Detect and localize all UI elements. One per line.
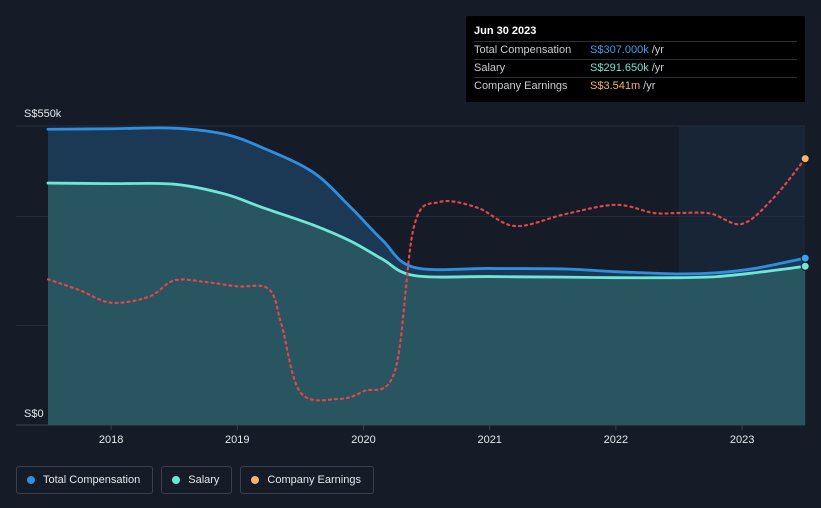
series-lines (46, 126, 807, 402)
x-tick-label: 2021 (477, 434, 501, 446)
legend-dot-icon (27, 476, 35, 484)
tooltip-panel: Jun 30 2023 Total Compensation S$307.000… (466, 16, 805, 102)
x-tick-label: 2020 (351, 434, 375, 446)
tooltip-row-value: S$307.000k (590, 44, 649, 56)
endpoint-company-earnings (800, 154, 810, 164)
tooltip-row-company-earnings: Company Earnings S$3.541m /yr (474, 77, 797, 95)
y-tick-label-max: S$550k (24, 108, 62, 120)
legend-item-company-earnings[interactable]: Company Earnings (240, 466, 374, 494)
x-tick-label: 2019 (225, 434, 249, 446)
tooltip-row-label: Total Compensation (474, 44, 572, 56)
tooltip-row-unit: /yr (651, 44, 664, 56)
tooltip-row-total-compensation: Total Compensation S$307.000k /yr (474, 41, 797, 59)
legend-dot-icon (172, 476, 181, 484)
tooltip-row-label: Salary (474, 62, 506, 74)
legend-label: Total Compensation (43, 474, 141, 486)
tooltip-row-unit: /yr (643, 80, 656, 92)
tooltip-row-value: S$291.650k (590, 62, 649, 74)
legend-item-salary[interactable]: Salary (161, 466, 233, 494)
legend-dot-icon (251, 476, 260, 484)
tooltip-date: Jun 30 2023 (474, 25, 537, 37)
tooltip-row-value: S$3.541m (590, 80, 641, 92)
line-salary (46, 181, 807, 280)
legend-label: Company Earnings (267, 474, 361, 486)
line-total-compensation (46, 126, 807, 276)
tooltip-row-unit: /yr (651, 62, 664, 74)
y-tick-label-min: S$0 (24, 408, 44, 420)
chart-legend: Total Compensation Salary Company Earnin… (16, 466, 374, 494)
line-company-earnings (46, 157, 807, 402)
endpoint-salary (800, 261, 810, 271)
series-endpoints (800, 154, 810, 271)
endpoint-total-compensation (800, 253, 810, 263)
area-salary (48, 183, 806, 425)
legend-item-total-compensation[interactable]: Total Compensation (16, 466, 154, 494)
x-tick-label: 2023 (730, 434, 754, 446)
x-tick-label: 2022 (604, 434, 628, 446)
tooltip-row-salary: Salary S$291.650k /yr (474, 59, 797, 77)
legend-label: Salary (188, 474, 220, 486)
x-axis-ticks: 2018 2019 2020 2021 2022 2023 (99, 425, 754, 446)
x-tick-label: 2018 (99, 434, 123, 446)
tooltip-row-label: Company Earnings (474, 80, 568, 92)
